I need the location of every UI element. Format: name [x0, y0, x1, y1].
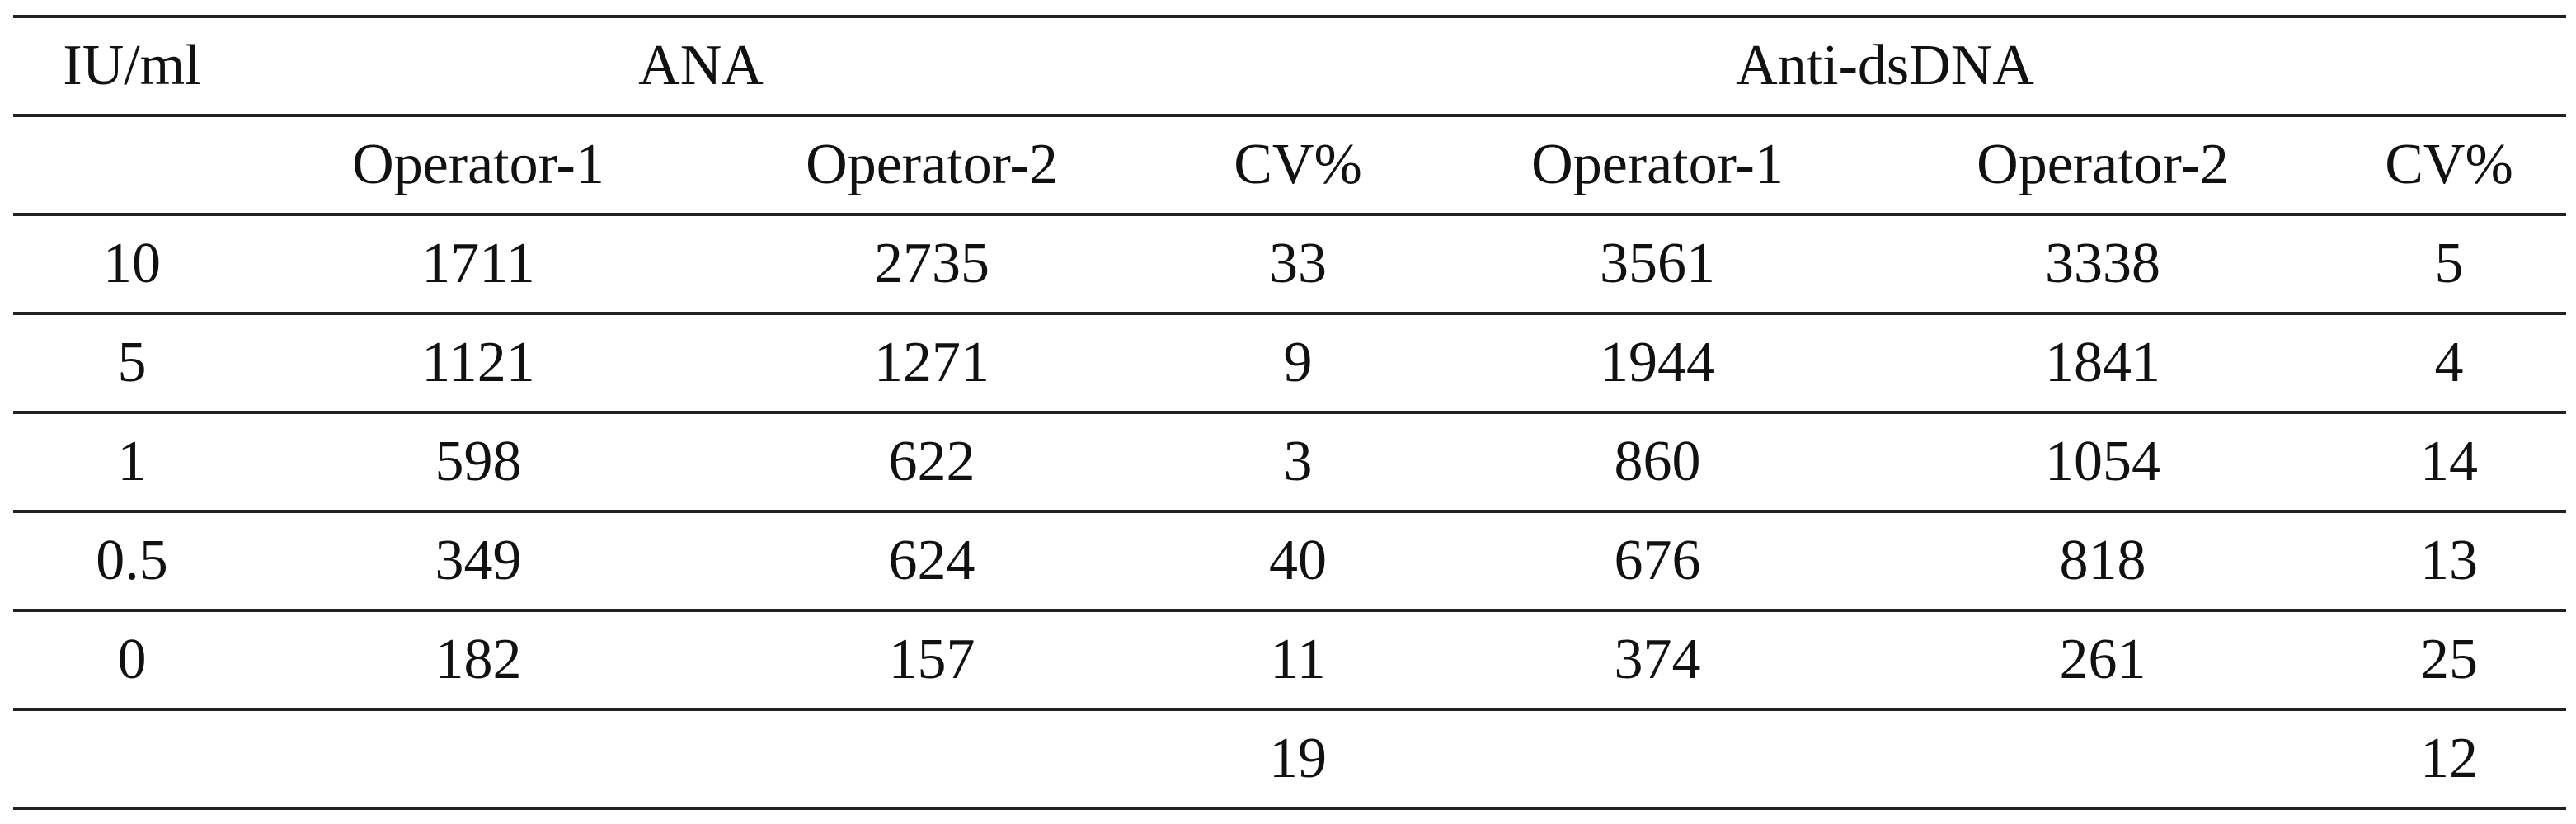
top-rule [13, 15, 2566, 18]
table-cell: 40 [1269, 529, 1327, 592]
table-cell: 1 [117, 430, 147, 493]
row-rule [13, 609, 2566, 612]
row-rule [13, 312, 2566, 315]
table-cell: 1944 [1600, 331, 1715, 394]
table-cell: 3338 [2045, 232, 2160, 295]
row-rule [13, 807, 2566, 810]
table-cell: 10 [103, 232, 161, 295]
table-cell: 25 [2420, 628, 2478, 691]
table-cell: 3 [1283, 430, 1313, 493]
column-header: Operator-1 [1531, 133, 1784, 196]
header-rule [13, 114, 2566, 117]
column-header: Operator-2 [1977, 133, 2229, 196]
table-cell: 818 [2059, 529, 2146, 592]
group-header: ANA [638, 34, 764, 97]
table-cell: 182 [435, 628, 522, 691]
table-cell: 5 [117, 331, 147, 394]
table-cell: 0.5 [96, 529, 168, 592]
table-cell: 676 [1614, 529, 1701, 592]
column-header: CV% [1234, 133, 1362, 196]
table-cell: 598 [435, 430, 522, 493]
table-cell: 261 [2059, 628, 2146, 691]
table-cell: 860 [1614, 430, 1701, 493]
column-header: CV% [2385, 133, 2513, 196]
table-cell: 3561 [1600, 232, 1715, 295]
column-header: Operator-2 [806, 133, 1058, 196]
table-cell: 14 [2420, 430, 2478, 493]
table-cell: 0 [117, 628, 147, 691]
group-header: Anti-dsDNA [1736, 34, 2034, 97]
table-cell: 1121 [421, 331, 535, 394]
row-rule [13, 411, 2566, 414]
table-cell: 622 [888, 430, 975, 493]
column-header: Operator-1 [352, 133, 604, 196]
table-cell: 9 [1283, 331, 1313, 394]
table-cell: 11 [1270, 628, 1326, 691]
table-cell: 157 [888, 628, 975, 691]
table-cell: 349 [435, 529, 522, 592]
table-cell: 19 [1269, 727, 1327, 790]
table-cell: 12 [2420, 727, 2478, 790]
table-cell: 5 [2434, 232, 2464, 295]
row-rule [13, 510, 2566, 513]
row-rule [13, 708, 2566, 711]
table-cell: 33 [1269, 232, 1327, 295]
table-cell: 374 [1614, 628, 1701, 691]
table-cell: 1841 [2045, 331, 2160, 394]
table-cell: 1054 [2045, 430, 2160, 493]
table-cell: 1711 [421, 232, 535, 295]
table-cell: 4 [2434, 331, 2464, 394]
table-cell: 13 [2420, 529, 2478, 592]
table-cell: 2735 [874, 232, 990, 295]
subheader-rule [13, 213, 2566, 216]
table-cell: 1271 [874, 331, 990, 394]
table-cell: 624 [888, 529, 975, 592]
group-header: IU/ml [63, 34, 201, 97]
